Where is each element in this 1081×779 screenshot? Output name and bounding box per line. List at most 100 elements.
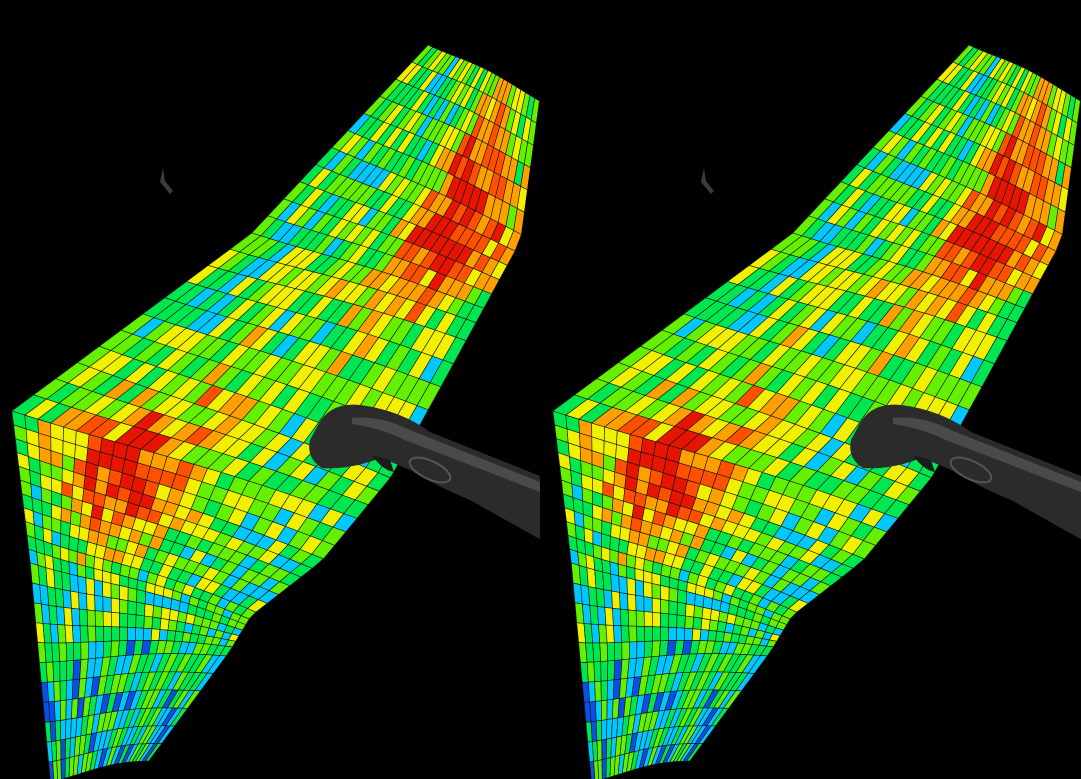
surface-cell bbox=[135, 614, 145, 629]
surface-cell bbox=[676, 601, 686, 617]
surface-cell bbox=[603, 607, 614, 626]
surface-cell bbox=[134, 627, 145, 641]
surface-cell bbox=[103, 626, 112, 642]
surface-cell bbox=[153, 593, 164, 608]
surface-cell bbox=[642, 596, 653, 613]
surface-cell bbox=[685, 743, 703, 762]
surface-cell bbox=[60, 758, 66, 779]
surface-cell bbox=[606, 679, 614, 701]
surface-cell bbox=[52, 661, 61, 683]
surface-cell bbox=[55, 739, 62, 761]
surface-cell bbox=[691, 628, 701, 641]
surface-cell bbox=[71, 607, 81, 627]
surface-cell bbox=[45, 661, 55, 683]
surface-cell bbox=[76, 563, 87, 579]
surface-cell bbox=[651, 626, 661, 642]
surface-cell bbox=[609, 573, 620, 593]
surface-cell bbox=[79, 625, 89, 643]
surface-cell bbox=[692, 605, 703, 619]
surface-cell bbox=[600, 738, 607, 761]
surface-cell bbox=[610, 590, 621, 610]
surface-cell bbox=[617, 575, 628, 595]
surface-cell bbox=[685, 591, 696, 606]
surface-cell bbox=[52, 760, 58, 779]
surface-cell bbox=[60, 738, 66, 761]
surface-cell bbox=[94, 610, 104, 627]
surface-cell bbox=[65, 679, 74, 701]
surface-cell bbox=[611, 607, 621, 627]
surface-cell bbox=[142, 627, 153, 641]
surface-cell bbox=[119, 598, 129, 615]
surface-cell bbox=[95, 641, 105, 659]
surface-cell bbox=[592, 760, 599, 779]
surface-cell bbox=[612, 625, 622, 643]
surface-cell bbox=[651, 583, 661, 600]
surface-cell bbox=[667, 626, 677, 641]
surface-cell bbox=[127, 587, 138, 603]
surface-cell bbox=[692, 616, 702, 630]
surface-cell bbox=[160, 606, 171, 621]
surface-cell bbox=[61, 571, 71, 592]
surface-cell bbox=[78, 592, 88, 611]
surface-cell bbox=[599, 660, 608, 682]
surface-cell bbox=[668, 587, 678, 603]
surface-cell bbox=[650, 640, 661, 658]
surface-cell bbox=[702, 595, 713, 610]
surface-cell bbox=[642, 581, 653, 599]
surface-cell bbox=[94, 594, 104, 612]
surface-cell bbox=[102, 640, 112, 658]
surface-cell bbox=[683, 615, 694, 630]
surface-cell bbox=[64, 624, 74, 644]
heatmap-surface bbox=[11, 44, 540, 779]
surface-cell bbox=[110, 640, 120, 658]
surface-cell bbox=[86, 593, 96, 612]
surface-cell bbox=[93, 579, 104, 597]
surface-cell bbox=[77, 575, 87, 595]
surface-cell bbox=[594, 700, 602, 722]
surface-cell bbox=[618, 592, 628, 611]
surface-cell bbox=[593, 680, 602, 702]
right-eye-view bbox=[540, 0, 1081, 779]
surface-cell bbox=[676, 589, 687, 605]
surface-cell bbox=[628, 641, 637, 660]
surface-cell bbox=[85, 565, 95, 581]
surface-cell bbox=[80, 641, 89, 661]
surface-cell bbox=[136, 589, 147, 605]
surface-cell bbox=[659, 598, 669, 615]
surface-cell bbox=[667, 613, 677, 629]
surface-cell bbox=[659, 585, 670, 602]
surface-cell bbox=[86, 609, 96, 627]
surface-cell bbox=[627, 609, 637, 627]
surface-cell bbox=[159, 618, 170, 631]
surface-cell bbox=[635, 641, 645, 659]
surface-cell bbox=[600, 699, 608, 721]
surface-cell bbox=[701, 606, 712, 621]
surface-cell bbox=[66, 660, 75, 681]
surface-cell bbox=[59, 699, 67, 721]
right-scene bbox=[551, 44, 1081, 779]
surface-cell bbox=[643, 640, 653, 658]
surface-cell bbox=[69, 573, 79, 593]
surface-cell bbox=[659, 612, 669, 628]
surface-cell bbox=[59, 680, 67, 702]
surface-cell bbox=[73, 641, 82, 661]
surface-cell bbox=[85, 577, 95, 596]
surface-cell bbox=[59, 660, 68, 682]
left-scene bbox=[11, 44, 540, 779]
surface-cell bbox=[625, 565, 636, 581]
surface-cell bbox=[110, 597, 120, 614]
small-marker-icon bbox=[160, 168, 173, 194]
surface-cell bbox=[700, 618, 711, 631]
surface-cell bbox=[635, 610, 645, 627]
surface-cell bbox=[143, 615, 154, 630]
surface-cell bbox=[65, 642, 75, 662]
surface-cell bbox=[601, 758, 607, 779]
heatmap-surface bbox=[551, 44, 1081, 779]
surface-cell bbox=[72, 625, 82, 643]
surface-cell bbox=[606, 642, 615, 662]
surface-cell bbox=[634, 594, 644, 612]
surface-cell bbox=[626, 593, 636, 612]
surface-cell bbox=[596, 759, 603, 779]
surface-cell bbox=[588, 761, 595, 779]
left-eye-view bbox=[0, 0, 540, 779]
